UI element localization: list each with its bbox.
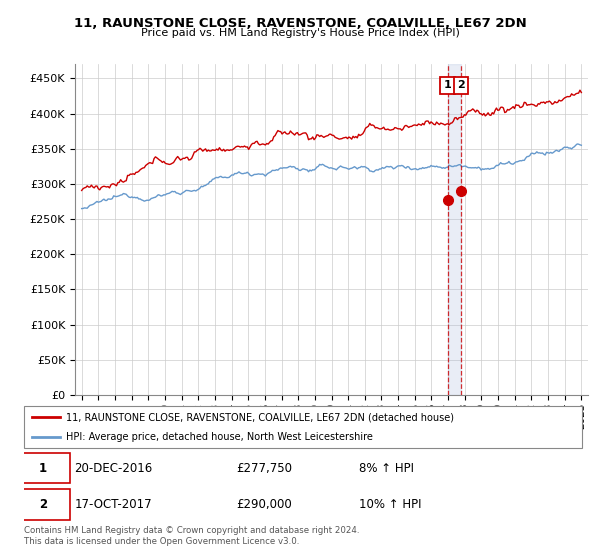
Text: £277,750: £277,750 [236, 461, 292, 475]
Text: 20-DEC-2016: 20-DEC-2016 [74, 461, 152, 475]
Text: 2: 2 [457, 81, 465, 91]
FancyBboxPatch shape [24, 406, 582, 448]
Text: 11, RAUNSTONE CLOSE, RAVENSTONE, COALVILLE, LE67 2DN (detached house): 11, RAUNSTONE CLOSE, RAVENSTONE, COALVIL… [66, 412, 454, 422]
Text: 8% ↑ HPI: 8% ↑ HPI [359, 461, 414, 475]
FancyBboxPatch shape [16, 489, 70, 520]
Text: Contains HM Land Registry data © Crown copyright and database right 2024.
This d: Contains HM Land Registry data © Crown c… [24, 526, 359, 546]
Text: HPI: Average price, detached house, North West Leicestershire: HPI: Average price, detached house, Nort… [66, 432, 373, 442]
Text: 11, RAUNSTONE CLOSE, RAVENSTONE, COALVILLE, LE67 2DN: 11, RAUNSTONE CLOSE, RAVENSTONE, COALVIL… [74, 17, 526, 30]
Text: 10% ↑ HPI: 10% ↑ HPI [359, 498, 421, 511]
FancyBboxPatch shape [16, 453, 70, 483]
Text: £290,000: £290,000 [236, 498, 292, 511]
Text: 1: 1 [444, 81, 451, 91]
Text: 2: 2 [39, 498, 47, 511]
Bar [448, 64, 461, 395]
Text: 17-OCT-2017: 17-OCT-2017 [74, 498, 152, 511]
Text: Price paid vs. HM Land Registry's House Price Index (HPI): Price paid vs. HM Land Registry's House … [140, 28, 460, 38]
Text: 1: 1 [39, 461, 47, 475]
